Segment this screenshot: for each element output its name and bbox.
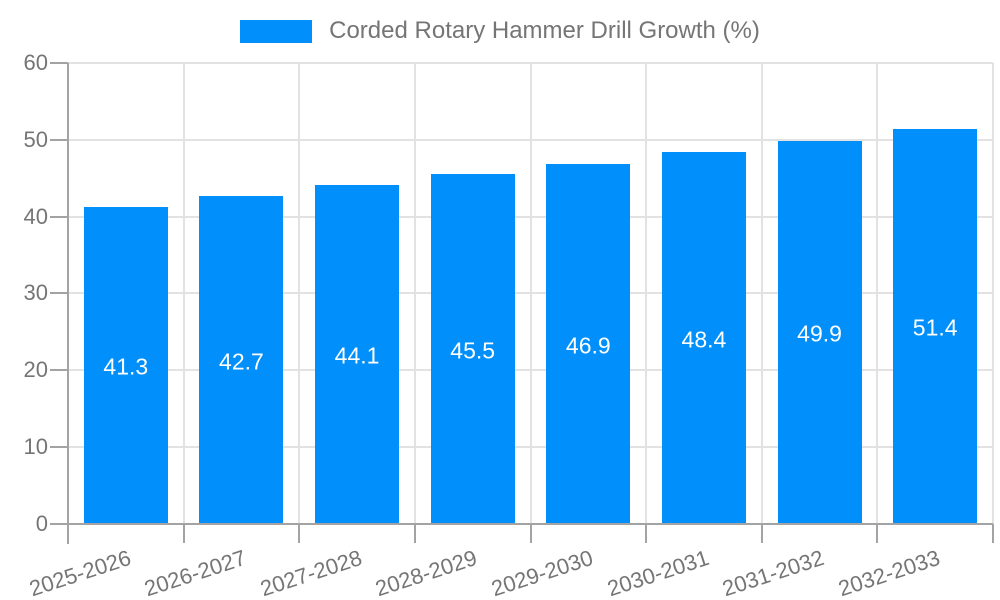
y-axis-label: 10 — [23, 433, 48, 459]
gridline-vertical — [413, 63, 416, 524]
bar[interactable] — [546, 163, 631, 524]
x-tick — [529, 523, 532, 543]
y-axis-line — [67, 63, 69, 544]
legend: Corded Rotary Hammer Drill Growth (%) — [0, 17, 1000, 45]
legend-label: Corded Rotary Hammer Drill Growth (%) — [329, 17, 760, 44]
y-tick — [50, 445, 68, 448]
legend-swatch-icon — [240, 19, 313, 43]
x-axis-line — [50, 522, 993, 525]
bar[interactable] — [893, 129, 978, 524]
x-tick — [298, 523, 301, 543]
gridline-vertical — [529, 63, 532, 524]
y-axis-label: 50 — [23, 126, 48, 152]
bar-value-label: 46.9 — [565, 332, 611, 359]
x-axis-label-anchor: 2032-2033 — [635, 545, 943, 600]
bar-value-label: 45.5 — [450, 337, 496, 364]
x-axis-label-anchor: 2026-2027 — [0, 545, 249, 600]
x-axis-label-anchor: 2027-2028 — [57, 545, 365, 600]
bar[interactable] — [777, 140, 862, 524]
gridline-vertical — [182, 63, 185, 524]
x-axis-label-anchor: 2028-2029 — [173, 545, 481, 600]
x-axis-label-anchor: 2025-2026 — [0, 545, 134, 600]
y-axis-label: 40 — [23, 203, 48, 229]
x-tick — [992, 523, 994, 543]
bar-value-label: 41.3 — [103, 353, 149, 380]
bar[interactable] — [661, 152, 746, 524]
y-tick — [50, 522, 68, 525]
x-tick — [645, 523, 648, 543]
x-axis-label-anchor: 2031-2032 — [520, 545, 827, 600]
bar[interactable] — [315, 185, 400, 524]
y-tick — [50, 62, 68, 64]
x-axis-label: 2032-2033 — [835, 545, 943, 600]
gridline-vertical — [876, 63, 879, 524]
y-axis-label: 30 — [23, 280, 48, 306]
x-tick — [182, 523, 185, 543]
bar-value-label: 48.4 — [681, 326, 727, 353]
y-tick — [50, 369, 68, 371]
x-axis-label: 2031-2032 — [719, 545, 828, 600]
y-tick — [50, 292, 68, 295]
x-axis-label-anchor: 2030-2031 — [404, 545, 712, 600]
bar[interactable] — [199, 195, 284, 524]
x-axis-label: 2025-2026 — [25, 545, 134, 600]
bar[interactable] — [430, 174, 515, 524]
y-tick — [50, 215, 68, 218]
y-axis-label: 0 — [35, 510, 48, 536]
y-tick — [50, 138, 68, 141]
bar-value-label: 51.4 — [912, 314, 958, 341]
x-axis-label: 2027-2028 — [256, 545, 365, 600]
x-tick — [760, 523, 763, 543]
x-axis-label: 2028-2029 — [372, 545, 481, 600]
x-axis-label: 2029-2030 — [488, 545, 597, 600]
bar-value-label: 42.7 — [219, 348, 264, 375]
legend-item[interactable]: Corded Rotary Hammer Drill Growth (%) — [240, 17, 760, 45]
x-tick — [413, 523, 416, 543]
x-axis-label: 2030-2031 — [603, 545, 712, 600]
bar-value-label: 44.1 — [334, 342, 380, 369]
x-axis-label: 2026-2027 — [141, 545, 250, 600]
bar-value-label: 49.9 — [797, 320, 842, 347]
y-axis-label: 60 — [23, 50, 48, 75]
bar[interactable] — [83, 206, 168, 524]
y-axis-label: 20 — [23, 357, 48, 382]
x-tick — [876, 523, 879, 543]
gridline-vertical — [992, 63, 994, 524]
gridline-vertical — [645, 63, 648, 524]
x-tick — [67, 523, 69, 543]
x-axis-label-anchor: 2029-2030 — [288, 545, 596, 600]
gridline-vertical — [760, 63, 763, 524]
gridline-vertical — [298, 63, 301, 524]
